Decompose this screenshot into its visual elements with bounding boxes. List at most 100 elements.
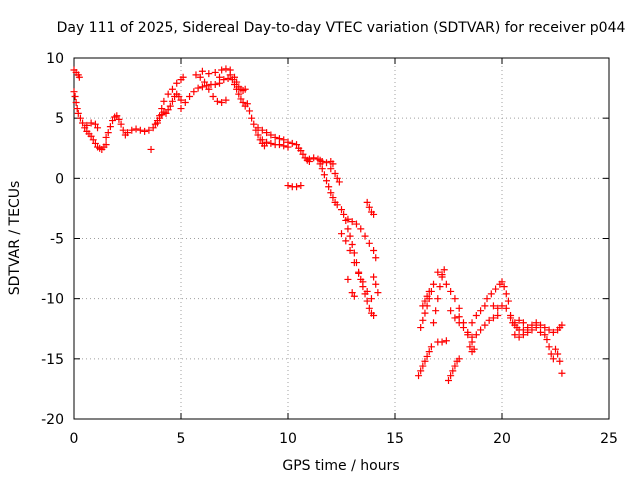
data-point [537,328,545,336]
data-point [218,99,226,107]
data-point [361,232,369,240]
data-point [350,259,358,267]
x-tick-label: 20 [493,431,511,447]
data-point [481,302,489,310]
x-tick-label: 25 [600,431,618,447]
data-point [156,112,164,120]
data-point [106,123,114,131]
data-point [258,126,266,134]
x-tick-label: 15 [386,431,404,447]
data-point [432,307,440,315]
data-point [267,131,275,139]
data-point [342,237,350,245]
y-tick-labels: -20 -15 -10 -5 0 5 10 [41,51,64,428]
data-point [485,316,493,324]
data-point [71,93,79,101]
data-point [372,254,380,262]
data-point [344,215,352,223]
data-point [280,142,288,150]
data-point [280,136,288,144]
data-point [365,239,373,247]
data-point [235,90,243,98]
data-point [554,350,562,358]
data-point [348,241,356,249]
data-point [425,287,433,295]
data-point [344,225,352,233]
data-point [545,343,553,351]
data-point [132,125,140,133]
data-point [492,285,500,293]
data-point [158,105,166,113]
data-point [245,107,253,115]
chart-title: Day 111 of 2025, Sidereal Day-to-day VTE… [57,20,626,36]
data-point [434,268,442,276]
data-point [333,201,341,209]
data-point [297,147,305,155]
data-point [350,249,358,257]
data-point [421,309,429,317]
data-point [494,312,502,320]
data-point [365,304,373,312]
data-point [372,280,380,288]
data-point [430,280,438,288]
data-point [222,96,230,104]
data-point [260,142,268,150]
y-tick-label: -20 [41,412,64,428]
data-point [329,194,337,202]
data-point [442,280,450,288]
x-axis-label: GPS time / hours [282,458,399,474]
data-point [275,135,283,143]
data-point [502,290,510,298]
data-point [447,372,455,380]
data-point [237,95,245,103]
data-point [233,78,241,86]
data-point [419,302,427,310]
y-tick-label: 5 [55,111,64,127]
data-point [113,112,121,120]
data-point [91,139,99,147]
data-point [489,302,497,310]
data-point [75,73,83,81]
data-point [415,372,423,380]
data-point [440,266,448,274]
data-point [162,109,170,117]
data-point [320,171,328,179]
data-point [370,247,378,255]
data-point [327,189,335,197]
data-point [459,319,467,327]
data-point [477,326,485,334]
data-point [423,292,431,300]
data-point [558,369,566,377]
data-point [117,120,125,128]
data-point [220,76,228,84]
data-point [177,96,185,104]
data-point [115,115,123,123]
data-point [515,333,523,341]
data-point [370,273,378,281]
data-point [436,283,444,291]
data-point [164,106,172,114]
data-point [87,119,95,127]
data-point [519,319,527,327]
data-point [149,124,157,132]
data-points [70,65,566,384]
data-point [515,316,523,324]
data-point [455,313,463,321]
data-point [329,160,337,168]
data-point [263,138,271,146]
data-point [70,88,78,96]
data-point [552,345,559,353]
data-point [419,316,427,324]
data-point [449,367,457,375]
data-point [430,319,438,327]
x-tick-labels: 0 5 10 15 20 25 [70,431,618,447]
data-point [73,105,81,113]
data-point [168,85,176,93]
data-point [367,295,375,303]
data-point [164,90,172,98]
data-point [451,362,459,370]
data-point [556,357,564,365]
data-point [423,352,431,360]
data-point [218,66,226,74]
y-tick-label: -5 [50,232,64,248]
